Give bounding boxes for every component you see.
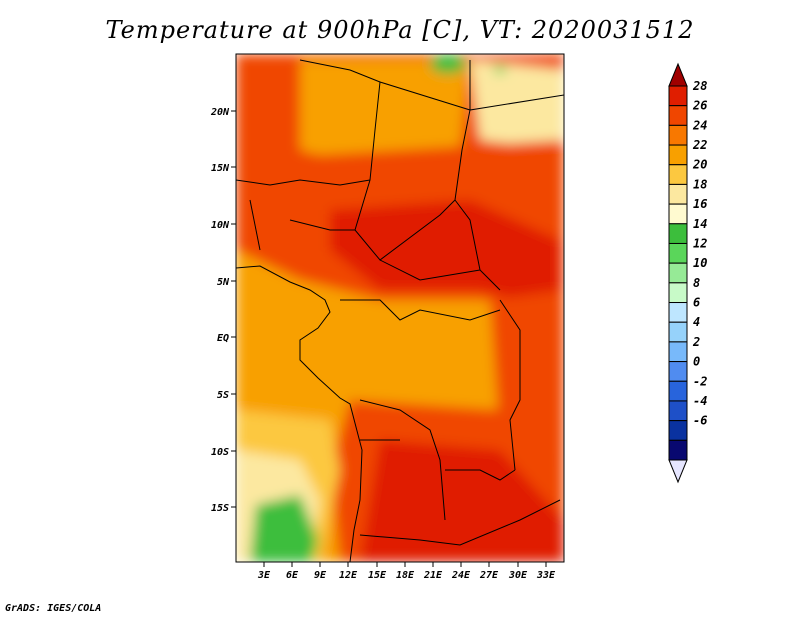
colorbar-top-triangle xyxy=(668,62,688,87)
colorbar-label: 14 xyxy=(693,217,707,231)
lat-label: 15N xyxy=(211,163,230,174)
longitude-axis: 3E 6E 9E 12E 15E 18E 21E 24E 27E 30E 33E xyxy=(257,562,556,581)
colorbar-label: 20 xyxy=(692,158,707,172)
colorbar-box xyxy=(668,164,688,185)
colorbar-label: 18 xyxy=(693,177,707,191)
colorbar-box xyxy=(668,420,688,441)
colorbar-box xyxy=(668,242,688,264)
lat-label: 10N xyxy=(211,220,230,231)
lon-label: 3E xyxy=(257,570,271,581)
lon-label: 12E xyxy=(339,570,358,581)
lon-label: 30E xyxy=(508,570,528,581)
lat-label: 10S xyxy=(211,447,229,458)
colorbar-box xyxy=(668,302,688,323)
colorbar-box xyxy=(668,105,688,126)
colorbar-box xyxy=(668,439,688,461)
lon-label: 6E xyxy=(286,570,299,581)
colorbar-label: 2 xyxy=(692,335,700,349)
colorbar-label: 24 xyxy=(692,118,707,132)
colorbar-box xyxy=(668,85,688,107)
colorbar-box xyxy=(668,144,688,166)
footer-credit: GrADS: IGES/COLA xyxy=(5,603,102,614)
colorbar-label: 6 xyxy=(693,296,700,310)
latitude-axis: 20N 15N 10N 5N EQ 5S 10S 15S xyxy=(210,107,236,514)
map-title: Temperature at 900hPa [C], VT: 202003151… xyxy=(105,16,695,44)
colorbar-box xyxy=(668,321,688,343)
colorbar-box xyxy=(668,262,688,284)
colorbar-box xyxy=(668,380,688,402)
lon-label: 21E xyxy=(423,570,443,581)
lon-label: 24E xyxy=(451,570,471,581)
lon-label: 15E xyxy=(368,570,387,581)
colorbar-box xyxy=(668,400,688,422)
colorbar-box xyxy=(668,361,688,382)
lat-label: 15S xyxy=(211,503,229,514)
colorbar-label: -2 xyxy=(693,374,707,388)
colorbar-box xyxy=(668,203,688,225)
colorbar-label: 22 xyxy=(692,138,707,152)
colorbar-label: 0 xyxy=(693,355,700,369)
lon-label: 33E xyxy=(536,570,556,581)
colorbar-label: 26 xyxy=(692,99,707,113)
colorbar-box xyxy=(668,183,688,205)
lat-label: EQ xyxy=(217,333,229,344)
lon-label: 18E xyxy=(396,570,415,581)
temperature-field xyxy=(236,54,564,562)
country-borders xyxy=(236,59,564,562)
colorbar-box xyxy=(668,124,688,146)
colorbar-label: 28 xyxy=(692,79,707,93)
colorbar-label: -6 xyxy=(693,414,707,428)
lat-label: 5S xyxy=(217,390,229,401)
colorbar-box xyxy=(668,341,688,363)
colorbar-label: 4 xyxy=(693,315,700,329)
colorbar-bottom-triangle xyxy=(668,459,688,484)
colorbar-box xyxy=(668,223,688,244)
colorbar-label: 10 xyxy=(693,256,707,270)
lon-label: 9E xyxy=(314,570,327,581)
colorbar-label: 8 xyxy=(693,276,700,290)
colorbar-box xyxy=(668,282,688,304)
lat-label: 20N xyxy=(210,107,230,118)
colorbar-label: -4 xyxy=(693,394,707,408)
lon-label: 27E xyxy=(479,570,499,581)
colorbar-label: 12 xyxy=(693,236,707,250)
lat-label: 5N xyxy=(217,277,230,288)
colorbar-label: 16 xyxy=(693,197,707,211)
